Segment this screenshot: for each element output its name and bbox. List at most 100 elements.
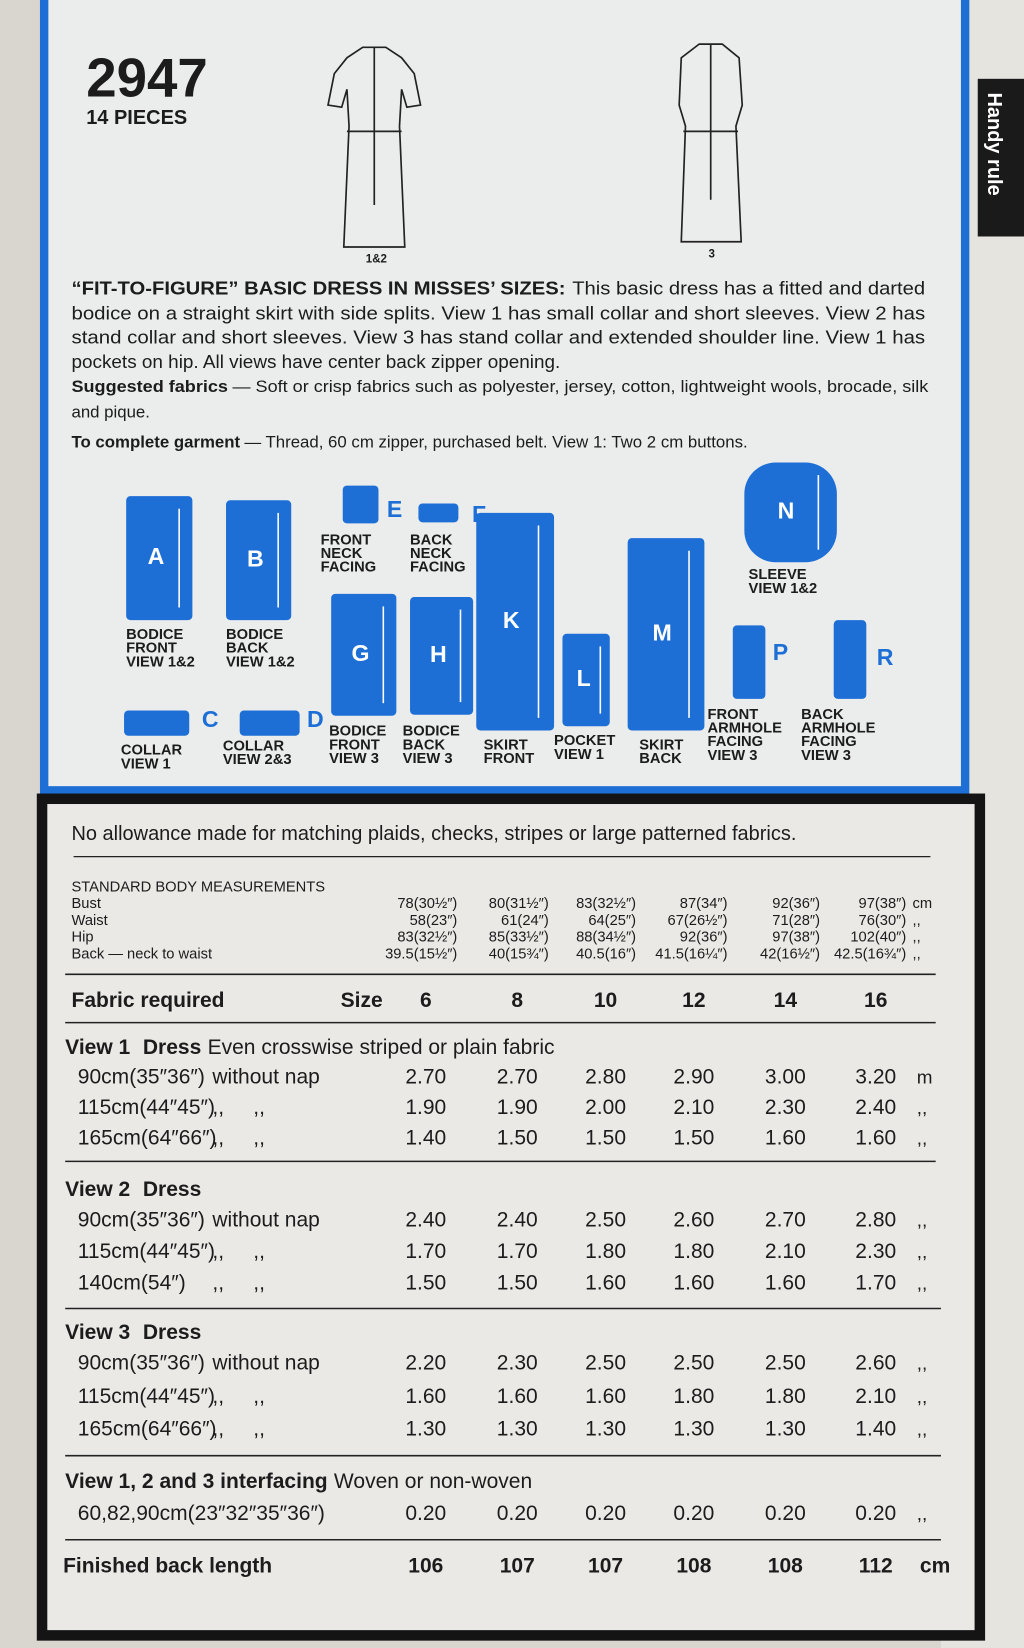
fabric-width: 140cm(54″): [78, 1272, 186, 1295]
description-text: This basic dress has a fitted and darted: [572, 278, 925, 299]
yardage: 0.20: [405, 1502, 446, 1525]
dress-sketch-1: [327, 46, 422, 248]
piece-label: FACING: [801, 734, 857, 750]
piece-label: VIEW 1&2: [749, 581, 818, 597]
lower-panel: [36, 793, 986, 1641]
pattern-piece: [732, 625, 766, 699]
yardage: 1.50: [497, 1127, 538, 1150]
note: No allowance made for matching plaids, c…: [71, 823, 796, 845]
suggested-line: Suggested fabrics — Soft or crisp fabrics…: [71, 377, 928, 396]
measurement-label: Back — neck to waist: [71, 947, 212, 963]
piece-letter: P: [773, 639, 788, 665]
description-line: bodice on a straight skirt with side spl…: [71, 304, 925, 325]
suggested-text: — Soft or crisp fabrics such as polyeste…: [232, 377, 928, 396]
pattern-piece: [476, 512, 555, 731]
yardage: 2.70: [765, 1209, 806, 1232]
pattern-piece: [126, 496, 193, 621]
size: 10: [594, 989, 617, 1012]
unit: ,,: [917, 1420, 928, 1441]
yardage: 1.80: [765, 1385, 806, 1408]
measurement-value: 83(32½″): [397, 930, 457, 946]
nap: ,, ,,: [212, 1240, 265, 1263]
measurement-value: 83(32½″): [576, 896, 636, 912]
measurement-unit: ,,: [913, 930, 921, 946]
yardage: 3.20: [855, 1066, 896, 1089]
piece-letter: C: [202, 706, 219, 732]
nap: without nap: [211, 1351, 320, 1374]
view-label: 3: [709, 249, 715, 261]
pattern-piece: [331, 593, 397, 716]
yardage: 1.80: [585, 1240, 626, 1263]
garment: Dress: [143, 1178, 201, 1201]
measurement-value: 39.5(15½″): [385, 947, 457, 963]
description-line: pockets on hip. All views have center ba…: [71, 352, 560, 373]
measurement-label: Bust: [71, 896, 100, 912]
measurement-unit: ,,: [913, 913, 921, 929]
measurement-value: 64(25″): [588, 913, 636, 929]
measurement-value: 41.5(16¼″): [655, 947, 727, 963]
measurement-value: 97(38″): [859, 896, 907, 912]
yardage: 1.60: [497, 1385, 538, 1408]
piece-label: SKIRT: [484, 737, 528, 753]
view-label: 1&2: [366, 254, 387, 266]
nap: ,, ,,: [212, 1418, 265, 1441]
measurement-value: 58(23″): [410, 913, 458, 929]
size: 8: [511, 989, 523, 1012]
nap: ,, ,,: [212, 1127, 265, 1150]
group-title: View 1, 2 and 3 interfacing Woven or non-…: [65, 1470, 532, 1493]
group-note: Even crosswise striped or plain fabric: [208, 1036, 555, 1059]
piece-label: ARMHOLE: [708, 721, 783, 737]
yardage: 1.60: [673, 1272, 714, 1295]
pattern-piece: [627, 538, 705, 731]
yardage: 0.20: [497, 1502, 538, 1525]
fabric-width: 90cm(35″36″): [78, 1209, 205, 1232]
measurement-value: 40.5(16″): [576, 947, 636, 963]
yardage: 1.60: [585, 1385, 626, 1408]
yardage: 1.50: [585, 1127, 626, 1150]
measurement-value: 71(28″): [772, 913, 820, 929]
yardage: 1.90: [497, 1096, 538, 1119]
unit: m: [917, 1068, 933, 1089]
piece-label: VIEW 1: [121, 756, 171, 772]
yardage: 2.60: [673, 1209, 714, 1232]
yardage: 1.70: [405, 1240, 446, 1263]
piece-label: BACK: [801, 707, 844, 723]
yardage: 2.50: [585, 1209, 626, 1232]
piece-letter: H: [430, 641, 447, 667]
yardage: 2.30: [855, 1240, 896, 1263]
measurement-value: 67(26½″): [668, 913, 728, 929]
piece-label: BACK: [639, 751, 682, 767]
dress-outline: [678, 43, 744, 243]
measurement-value: 85(33½″): [489, 930, 549, 946]
yardage: 2.50: [585, 1351, 626, 1374]
yardage: 2.40: [855, 1096, 896, 1119]
measurement-value: 102(40″): [850, 930, 906, 946]
measurement-value: 88(34½″): [576, 930, 636, 946]
measurements-title: STANDARD BODY MEASUREMENTS: [71, 879, 325, 895]
yardage: 1.90: [405, 1096, 446, 1119]
finished-label: Finished back length: [63, 1554, 272, 1577]
yardage: 2.50: [673, 1351, 714, 1374]
yardage: 1.30: [765, 1418, 806, 1441]
piece-label: FRONT: [329, 737, 380, 753]
piece-label: NECK: [321, 546, 363, 562]
fabric-label: Fabric required: [71, 989, 224, 1012]
piece-label: VIEW 1&2: [226, 654, 295, 670]
finished-value: 108: [768, 1554, 803, 1577]
finished-unit: cm: [920, 1554, 950, 1577]
group-name: View 3: [65, 1321, 130, 1344]
fabric-width: 165cm(64″66″): [78, 1418, 217, 1441]
piece-label: COLLAR: [223, 738, 285, 754]
measurement-value: 61(24″): [501, 913, 549, 929]
dress-outline: [327, 46, 422, 248]
pattern-piece: [226, 500, 292, 621]
finished-value: 107: [588, 1554, 623, 1577]
pattern-number: 2947: [86, 48, 208, 109]
size: 6: [420, 989, 432, 1012]
piece-letter: B: [247, 545, 264, 571]
measurement-value: 92(36″): [680, 930, 728, 946]
yardage: 0.20: [585, 1502, 626, 1525]
measurement-value: 42(16½″): [760, 947, 820, 963]
measurement-value: 92(36″): [772, 896, 820, 912]
